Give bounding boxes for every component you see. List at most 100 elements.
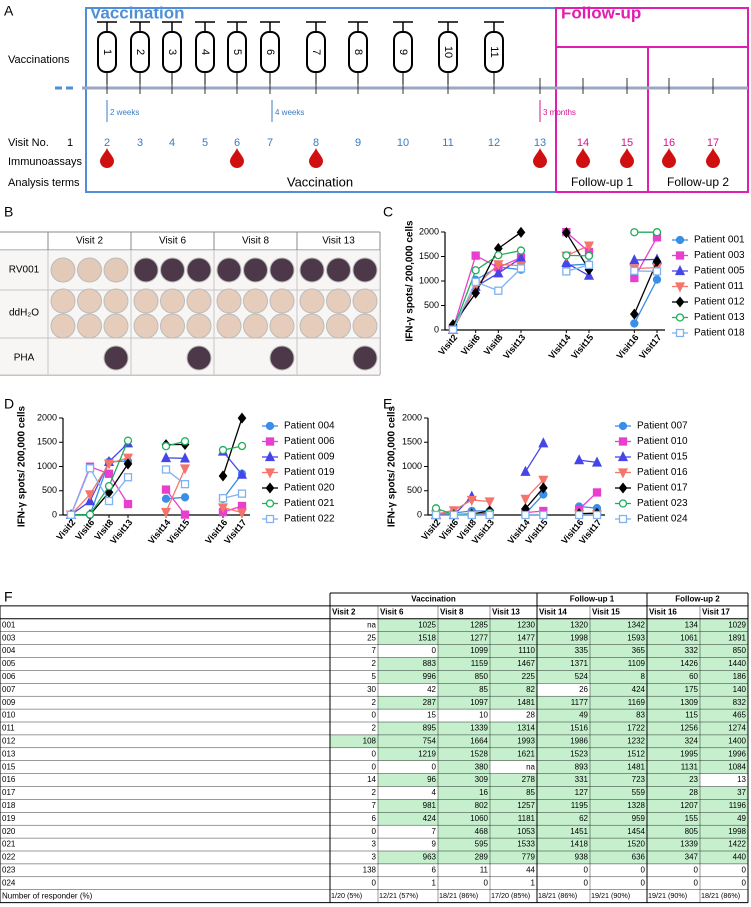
table-cell: 289 — [475, 853, 489, 862]
well — [50, 313, 76, 339]
marker — [471, 266, 480, 275]
table-cell: 1998 — [728, 827, 746, 836]
marker — [466, 495, 477, 506]
table-cell: 335 — [575, 646, 589, 655]
responder-cell — [378, 851, 438, 864]
responder-cell — [438, 618, 490, 632]
marker — [493, 260, 504, 271]
responder-cell — [647, 670, 700, 684]
follow-up-2-box — [647, 46, 749, 193]
table-cell: 0 — [694, 865, 699, 874]
row-label: PHA — [14, 353, 35, 364]
responder-cell — [590, 838, 647, 851]
table-cell: 1998 — [570, 633, 588, 642]
phase-title: Follow-up — [561, 3, 641, 22]
legend-label: Patient 009 — [284, 452, 335, 463]
well — [216, 313, 242, 339]
table-cell: 1400 — [728, 736, 746, 745]
column-header: Visit 15 — [592, 607, 620, 616]
responder-cell — [438, 696, 490, 710]
responder-cell — [590, 644, 647, 658]
legend-label: Patient 007 — [637, 421, 688, 432]
table-cell: 1520 — [627, 840, 645, 849]
table-cell: 1084 — [728, 762, 746, 771]
table-cell: 85 — [526, 788, 535, 797]
responder-cell — [537, 631, 590, 645]
responder-cell — [378, 722, 438, 735]
table-cell: 83 — [636, 711, 645, 720]
responder-cell — [590, 747, 647, 761]
table-cell: 365 — [632, 646, 646, 655]
responder-cell — [700, 696, 748, 710]
table-cell: 85 — [479, 685, 488, 694]
responder-cell — [537, 773, 590, 787]
blood-drop — [100, 148, 114, 168]
table-cell: 1477 — [517, 633, 535, 642]
table-cell: 1314 — [517, 724, 535, 733]
legend-marker — [264, 468, 276, 479]
visit-number: 5 — [202, 137, 208, 149]
legend-label: Patient 018 — [694, 328, 745, 339]
table-cell: 805 — [685, 827, 699, 836]
responder-cell — [438, 825, 490, 839]
marker — [123, 436, 133, 445]
table-cell: 287 — [423, 698, 437, 707]
responder-cell — [700, 838, 748, 851]
marker — [592, 488, 602, 497]
responder-cell — [490, 786, 537, 800]
summary-cell: 1/20 (5%) — [331, 891, 362, 900]
responder-cell — [438, 799, 490, 813]
marker — [629, 254, 640, 265]
responder-cell — [647, 760, 700, 774]
responder-cell — [700, 670, 748, 684]
marker — [179, 452, 191, 463]
responder-cell — [700, 631, 748, 645]
marker — [161, 494, 171, 503]
vial-number: 6 — [264, 49, 276, 55]
blood-drop — [620, 148, 634, 168]
table-cell: 115 — [685, 711, 698, 720]
table-cell: 16 — [479, 788, 488, 797]
row-id: 001 — [2, 620, 16, 629]
legend-label: Patient 004 — [284, 421, 335, 432]
table-cell: 96 — [427, 775, 436, 784]
table-cell: 1207 — [680, 801, 698, 810]
vial-number: 3 — [166, 49, 178, 55]
marker — [180, 493, 190, 502]
table-cell: 424 — [632, 685, 646, 694]
well — [160, 288, 185, 314]
legend-marker — [675, 235, 685, 245]
y-tick-label: 1000 — [37, 461, 57, 471]
y-tick-label: 0 — [417, 509, 422, 519]
row-id: 016 — [2, 775, 16, 784]
responder-cell — [647, 734, 700, 748]
visit-number: 16 — [663, 137, 675, 149]
table-cell: 1219 — [418, 749, 436, 758]
legend-label: Patient 023 — [637, 498, 688, 509]
responder-cell — [590, 786, 647, 800]
table-cell: 1169 — [628, 698, 646, 707]
vial-number: 7 — [310, 49, 322, 55]
marker — [574, 510, 584, 520]
marker — [449, 510, 459, 520]
table-cell: 1277 — [470, 633, 488, 642]
marker — [630, 228, 639, 237]
marker — [652, 267, 662, 276]
legend-label: Patient 024 — [637, 514, 688, 525]
responder-cell — [590, 799, 647, 813]
marker — [591, 456, 603, 467]
legend-marker — [674, 282, 686, 293]
visit-number: 12 — [488, 137, 500, 149]
responder-cell — [647, 657, 700, 671]
responder-cell — [490, 618, 537, 632]
responder-cell — [438, 851, 490, 864]
table-cell: 1131 — [681, 762, 699, 771]
legend-label: Patient 015 — [637, 452, 688, 463]
responder-cell — [537, 722, 590, 735]
term-label: Vaccination — [287, 174, 353, 189]
table-cell: 1285 — [470, 620, 488, 629]
vial-number: 9 — [397, 49, 409, 55]
table-cell: 1181 — [518, 814, 536, 823]
well — [216, 257, 242, 283]
y-axis-title: IFN-γ spots/ 200,000 cells — [405, 220, 416, 342]
